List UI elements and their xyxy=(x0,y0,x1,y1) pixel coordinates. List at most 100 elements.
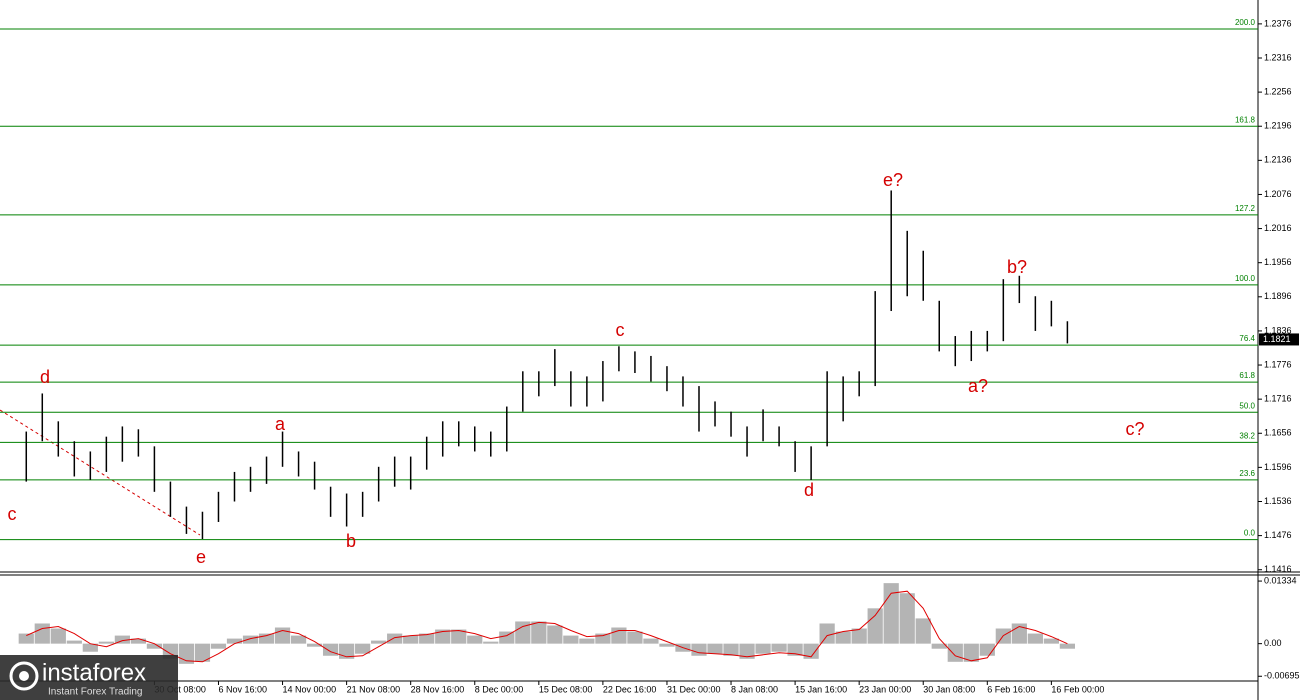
y-tick-label: 1.1476 xyxy=(1264,530,1292,540)
logo-name: instaforex xyxy=(42,659,146,686)
histogram-bar xyxy=(947,643,963,662)
histogram-bar xyxy=(755,643,771,654)
y-tick-label: 1.1716 xyxy=(1264,394,1292,404)
histogram-bar xyxy=(387,633,403,644)
histogram-bar xyxy=(451,629,467,644)
histogram-bar xyxy=(595,633,611,644)
level-label: 0.0 xyxy=(1244,529,1256,538)
x-tick-label: 6 Feb 16:00 xyxy=(987,684,1035,694)
histogram-bar xyxy=(691,643,707,656)
x-tick-label: 16 Feb 00:00 xyxy=(1051,684,1104,694)
histogram-bar xyxy=(627,631,643,644)
y-tick-label: 1.2196 xyxy=(1264,121,1292,131)
histogram-bar xyxy=(339,643,355,659)
x-tick-label: 30 Jan 08:00 xyxy=(923,684,975,694)
histogram-bar xyxy=(130,638,146,644)
y-tick-label: 1.2016 xyxy=(1264,223,1292,233)
histogram-bar xyxy=(707,643,723,654)
signal-line xyxy=(26,590,1068,663)
histogram-bar xyxy=(899,593,915,644)
histogram-bar xyxy=(146,643,163,649)
histogram-bar xyxy=(1043,638,1059,644)
histogram-bar xyxy=(867,608,883,644)
logo-icon xyxy=(19,671,29,681)
histogram-bar xyxy=(98,641,114,644)
histogram-bar xyxy=(579,638,595,644)
histogram-bar xyxy=(290,635,307,644)
level-label: 161.8 xyxy=(1235,115,1256,124)
level-label: 38.2 xyxy=(1239,431,1255,440)
histogram-bar xyxy=(931,643,947,649)
histogram-bar xyxy=(739,643,755,659)
histogram-bar xyxy=(66,640,82,644)
level-label: 200.0 xyxy=(1235,18,1256,27)
x-tick-label: 31 Dec 00:00 xyxy=(667,684,721,694)
histogram-bar xyxy=(915,618,931,644)
level-label: 61.8 xyxy=(1239,371,1255,380)
y-tick-label: 1.1536 xyxy=(1264,496,1292,506)
histogram-bar xyxy=(643,638,659,644)
x-tick-label: 8 Jan 08:00 xyxy=(731,684,778,694)
y-tick-label: 1.1656 xyxy=(1264,428,1292,438)
histogram-bar xyxy=(803,643,819,659)
histogram-bar xyxy=(659,643,675,647)
histogram-bar xyxy=(322,643,339,656)
logo: instaforex Instant Forex Trading xyxy=(0,655,178,700)
histogram-bar xyxy=(34,623,50,644)
histogram-bar xyxy=(371,640,387,644)
logo-icon xyxy=(9,661,39,691)
histogram-bar xyxy=(18,633,34,644)
wave-label: c xyxy=(8,504,17,524)
histogram-bar xyxy=(515,621,531,644)
x-tick-label: 22 Dec 16:00 xyxy=(603,684,657,694)
y-tick-label: 1.1596 xyxy=(1264,462,1292,472)
y-tick-label: 1.1956 xyxy=(1264,257,1292,267)
x-tick-label: 15 Jan 16:00 xyxy=(795,684,847,694)
level-label: 23.6 xyxy=(1239,469,1255,478)
histogram-bar xyxy=(499,631,515,644)
logo-tagline: Instant Forex Trading xyxy=(48,687,143,698)
x-tick-label: 23 Jan 00:00 xyxy=(859,684,911,694)
histogram-bar xyxy=(787,643,803,656)
wave-label: b xyxy=(346,531,356,551)
histogram-bar xyxy=(210,643,227,649)
histogram-bar xyxy=(835,631,851,644)
y-tick-label: 1.2256 xyxy=(1264,86,1292,96)
histogram-bar xyxy=(723,643,739,656)
histogram-bar xyxy=(1027,633,1043,644)
histogram-bar xyxy=(611,627,627,644)
histogram-bar xyxy=(82,643,98,652)
y-tick-label: 1.2316 xyxy=(1264,52,1292,62)
histogram-bar xyxy=(306,643,323,647)
x-tick-label: 30 Oct 08:00 xyxy=(154,684,206,694)
wave-label: c? xyxy=(1125,419,1144,439)
x-tick-label: 8 Dec 00:00 xyxy=(475,684,524,694)
level-label: 127.2 xyxy=(1235,204,1256,213)
y-tick-label: -0.00695 xyxy=(1264,671,1300,681)
histogram-bar xyxy=(547,625,563,644)
level-label: 100.0 xyxy=(1235,274,1256,283)
x-tick-label: 15 Dec 08:00 xyxy=(539,684,593,694)
current-price-label: 1.1821 xyxy=(1263,334,1291,344)
marks: 1.2376 1.2316 1.2256 1.2196 1.2136 1.2076 1.20… xyxy=(0,18,1300,694)
wave-label: e? xyxy=(883,170,903,190)
y-tick-label: 0.00 xyxy=(1264,638,1282,648)
y-tick-label: 1.1416 xyxy=(1264,564,1292,574)
x-tick-label: 21 Nov 08:00 xyxy=(347,684,401,694)
histogram-bar xyxy=(242,635,259,644)
histogram-bar xyxy=(50,628,66,644)
histogram-bar xyxy=(963,643,979,662)
histogram-bar xyxy=(771,643,787,652)
histogram-bar xyxy=(435,629,451,644)
histogram-bar xyxy=(563,635,579,644)
histogram-bar xyxy=(114,635,130,644)
wave-label: e xyxy=(196,547,206,567)
wave-label: d xyxy=(40,367,50,387)
histogram-bar xyxy=(274,627,291,644)
histogram-bar xyxy=(194,643,211,662)
histogram-bar xyxy=(258,633,275,644)
wave-label: a? xyxy=(968,376,988,396)
x-tick-label: 6 Nov 16:00 xyxy=(218,684,267,694)
histogram-bar xyxy=(851,628,867,644)
